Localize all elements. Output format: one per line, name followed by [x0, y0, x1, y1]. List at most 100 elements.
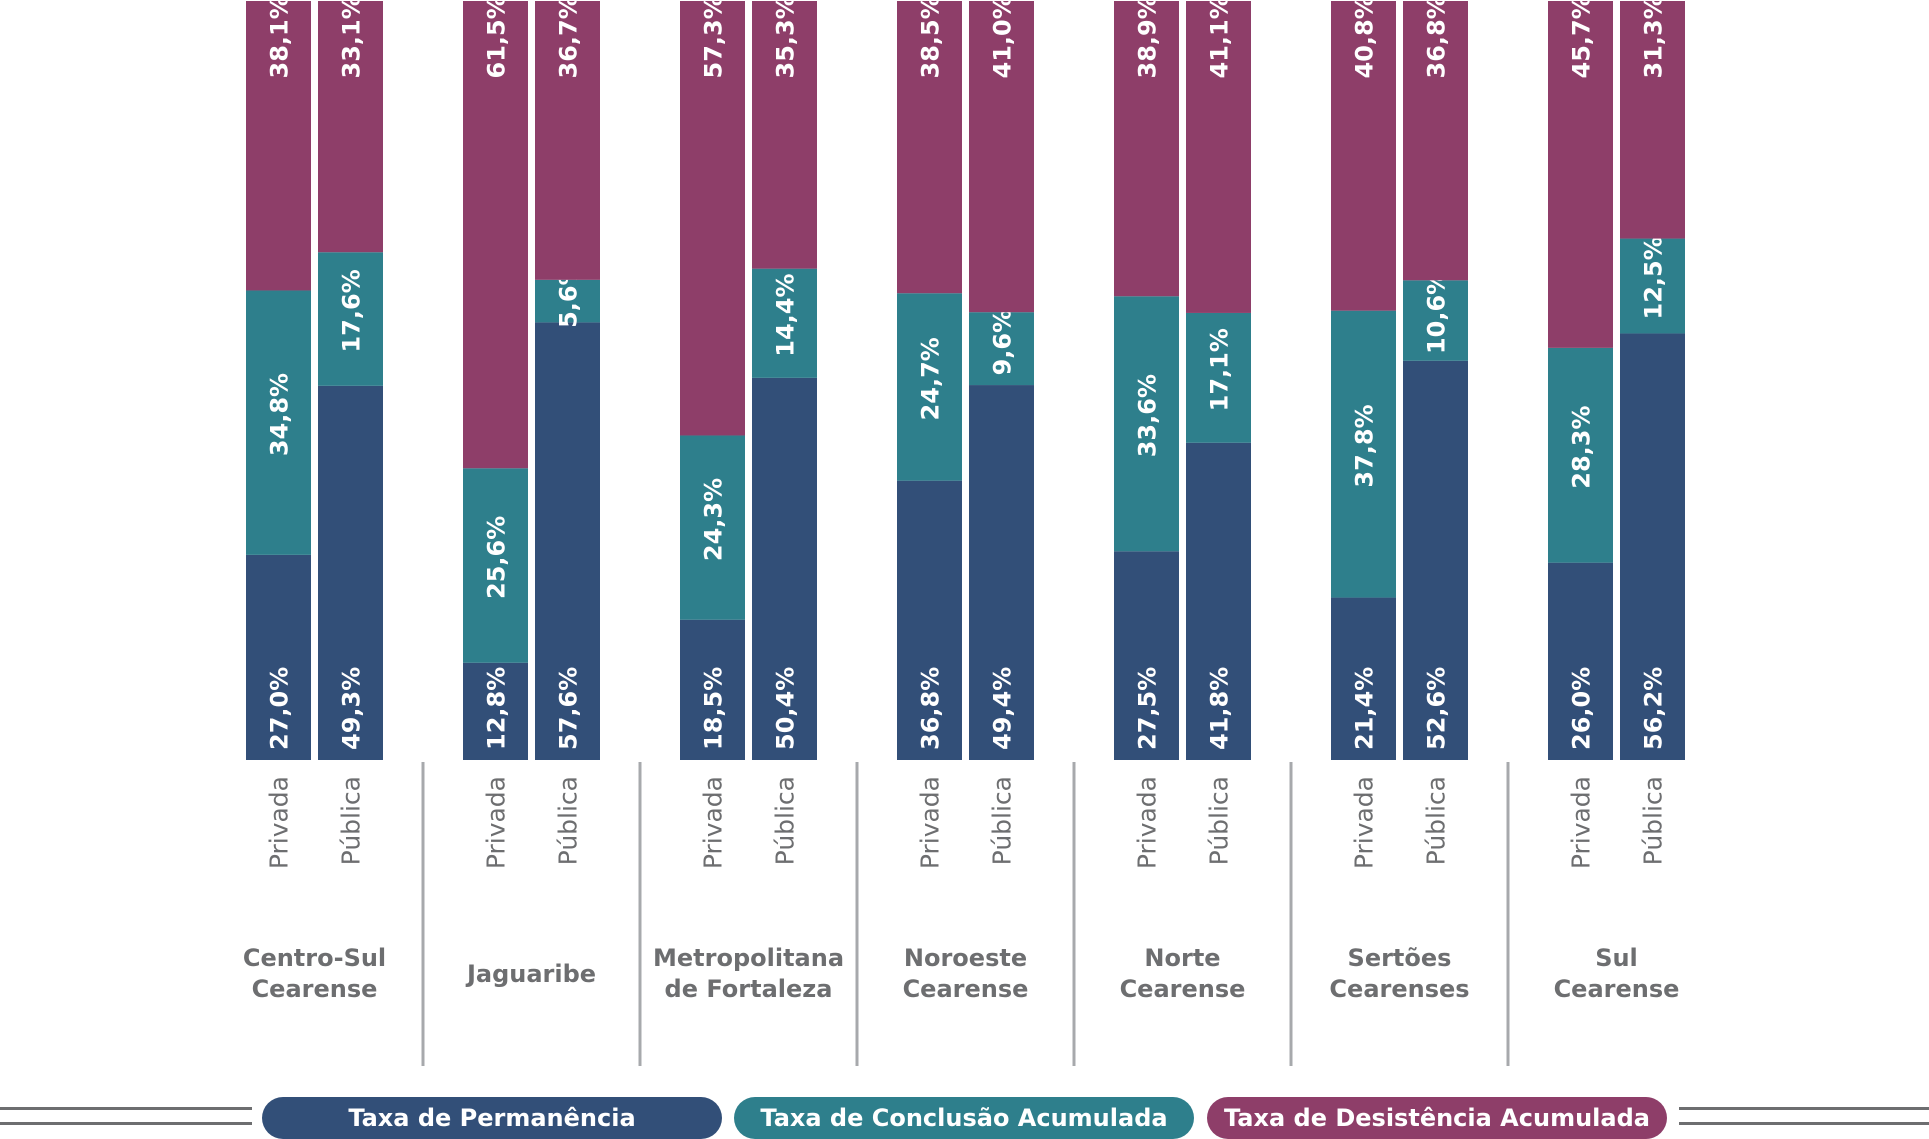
- category-label: Privada: [482, 776, 511, 869]
- bar-segment: [1331, 597, 1396, 760]
- bar-segment: [535, 1, 600, 280]
- bar-segment: [1186, 0, 1251, 313]
- category-label: Privada: [1567, 776, 1596, 869]
- bar-segment: [680, 435, 745, 620]
- data-label: 38,9%: [1134, 0, 1162, 79]
- category-label: Pública: [337, 776, 366, 865]
- category-label: Privada: [916, 776, 945, 869]
- data-label: 17,1%: [1206, 328, 1234, 411]
- data-label: 33,1%: [338, 0, 366, 79]
- bar-segment: [463, 468, 528, 663]
- legend-left-line-top: [0, 1107, 252, 1110]
- data-label: 49,4%: [989, 667, 1017, 750]
- stacked-bar-chart: 27,0% 34,8% 38,1% Privada 49,3% 17,6% 33,1% Púb…: [243, 0, 1685, 1066]
- data-label: 36,8%: [917, 667, 945, 750]
- bar-segment: [1331, 310, 1396, 598]
- data-label: 41,0%: [989, 0, 1017, 79]
- bar-segment: [1186, 442, 1251, 760]
- bar-segment: [1186, 312, 1251, 443]
- category-label: Pública: [554, 776, 583, 865]
- legend-right-line-bottom: [1679, 1122, 1929, 1125]
- data-label: 50,4%: [772, 667, 800, 750]
- bar-segment: [246, 290, 311, 555]
- data-label: 41,8%: [1206, 667, 1234, 750]
- data-label: 57,3%: [700, 0, 728, 79]
- data-label: 24,3%: [700, 478, 728, 561]
- bar-segment: [246, 554, 311, 760]
- legend-conclusao: Taxa de Conclusão Acumulada: [734, 1097, 1194, 1139]
- data-label: 45,7%: [1568, 0, 1596, 79]
- region-label: de Fortaleza: [665, 975, 833, 1003]
- bar-segment: [1403, 360, 1468, 760]
- bar-segment: [752, 377, 817, 760]
- bar-segment: [897, 480, 962, 760]
- region-label: Cearenses: [1329, 975, 1469, 1003]
- legend-right-line-top: [1679, 1107, 1929, 1110]
- category-label: Privada: [699, 776, 728, 869]
- legend-left-line-bottom: [0, 1122, 252, 1125]
- bar-segment: [1114, 296, 1179, 552]
- bar-segment: [535, 322, 600, 760]
- data-label: 33,6%: [1134, 374, 1162, 457]
- bar-segment: [1620, 0, 1685, 239]
- category-label: Privada: [1133, 776, 1162, 869]
- bar-segment: [463, 0, 528, 469]
- bar-segment: [1548, 0, 1613, 348]
- bar-segment: [318, 385, 383, 760]
- region-label: Centro-Sul: [243, 944, 386, 972]
- bar-segment: [897, 293, 962, 481]
- data-label: 12,8%: [483, 667, 511, 750]
- data-label: 18,5%: [700, 667, 728, 750]
- data-label: 34,8%: [266, 373, 294, 456]
- data-label: 35,3%: [772, 0, 800, 79]
- bar-segment: [463, 662, 528, 760]
- data-label: 21,4%: [1351, 667, 1379, 750]
- bar-segment: [1114, 0, 1179, 297]
- data-label: 25,6%: [483, 516, 511, 599]
- data-label: 41,1%: [1206, 0, 1234, 79]
- bar-segment: [969, 312, 1034, 386]
- bar-segment: [680, 619, 745, 760]
- legend-permanencia: Taxa de Permanência: [262, 1097, 722, 1139]
- region-label: Sul: [1595, 944, 1638, 972]
- bar-segment: [246, 1, 311, 291]
- region-label: Cearense: [903, 975, 1029, 1003]
- category-label: Pública: [771, 776, 800, 865]
- bar-segment: [318, 0, 383, 253]
- category-label: Pública: [1205, 776, 1234, 865]
- bar-segment: [1548, 562, 1613, 760]
- data-label: 37,8%: [1351, 404, 1379, 487]
- bar-segment: [1548, 347, 1613, 563]
- region-label: Noroeste: [904, 944, 1027, 972]
- data-label: 38,5%: [917, 0, 945, 79]
- bar-segment: [1331, 1, 1396, 311]
- bar-segment: [1403, 0, 1468, 281]
- bar-segment: [1403, 280, 1468, 361]
- data-label: 49,3%: [338, 667, 366, 750]
- category-label: Pública: [1422, 776, 1451, 865]
- region-label: Norte: [1144, 944, 1220, 972]
- data-label: 17,6%: [338, 269, 366, 352]
- data-label: 27,0%: [266, 667, 294, 750]
- bar-segment: [897, 1, 962, 294]
- data-label: 52,6%: [1423, 667, 1451, 750]
- bar-segment: [969, 385, 1034, 760]
- bar-segment: [969, 1, 1034, 313]
- data-label: 24,7%: [917, 337, 945, 420]
- data-label: 61,5%: [483, 0, 511, 79]
- region-label: Sertões: [1348, 944, 1452, 972]
- legend-desistencia: Taxa de Desistência Acumulada: [1207, 1097, 1667, 1139]
- category-label: Privada: [265, 776, 294, 869]
- data-label: 9,6%: [989, 309, 1017, 376]
- data-label: 38,1%: [266, 0, 294, 79]
- data-label: 28,3%: [1568, 405, 1596, 488]
- bar-segment: [1620, 333, 1685, 760]
- bar-segment: [535, 279, 600, 323]
- bar-segment: [318, 252, 383, 386]
- bar-segment: [752, 0, 817, 269]
- region-label: Metropolitana: [653, 944, 844, 972]
- category-label: Privada: [1350, 776, 1379, 869]
- data-label: 27,5%: [1134, 667, 1162, 750]
- data-label: 36,8%: [1423, 0, 1451, 79]
- region-label: Cearense: [1554, 975, 1680, 1003]
